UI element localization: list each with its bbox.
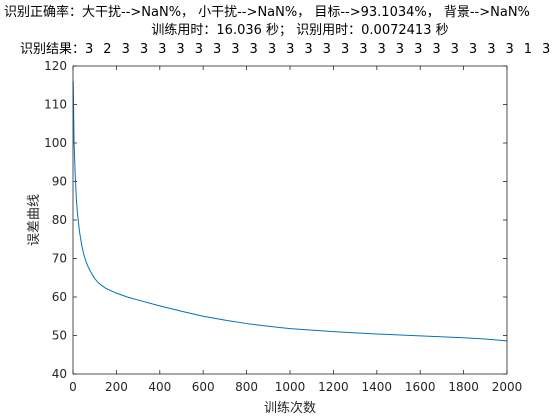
x-tick-label: 1000 [275, 380, 306, 394]
x-tick-label: 0 [69, 380, 77, 394]
tick-labels: 0 200 400 600 800 1000 1200 1400 1600 1800 2000 40 5… [44, 59, 522, 394]
plot-area-frame [72, 65, 508, 375]
series-group [72, 81, 508, 342]
series-line-0 [72, 81, 508, 342]
result-value: 3 [249, 42, 258, 57]
x-tick-label: 1800 [448, 380, 479, 394]
chart-title-results: 识别结果：3233333333333333333333331333 [20, 41, 560, 58]
result-value: 3 [487, 42, 496, 57]
y-tick-label: 80 [52, 213, 67, 227]
result-value: 3 [231, 42, 240, 57]
y-tick-label: 120 [44, 59, 67, 73]
y-tick-label: 70 [52, 252, 67, 266]
chart-title-accuracy: 识别正确率：大干扰-->NaN%， 小干扰-->NaN%， 目标-->93.10… [4, 5, 530, 20]
result-value: 3 [340, 42, 350, 57]
result-value: 3 [304, 42, 313, 57]
result-value: 2 [103, 42, 112, 57]
y-tick-label: 50 [52, 329, 67, 343]
x-tick-label: 1600 [405, 380, 436, 394]
result-value: 3 [212, 42, 222, 57]
results-label: 识别结果： [20, 42, 86, 57]
result-value: 3 [194, 42, 203, 57]
result-value: 3 [542, 42, 551, 57]
result-value: 3 [505, 42, 514, 57]
axis-ticks [72, 65, 508, 375]
result-value: 3 [414, 42, 423, 57]
result-value: 3 [322, 42, 331, 57]
results-list: 3233333333333333333333331333 [85, 42, 560, 57]
y-axis-label: 误差曲线 [27, 194, 42, 246]
y-tick-label: 100 [44, 136, 67, 150]
result-value: 3 [432, 42, 441, 57]
x-tick-label: 2000 [492, 380, 523, 394]
result-value: 3 [176, 42, 185, 57]
y-tick-label: 60 [52, 290, 67, 304]
result-value: 3 [139, 42, 149, 57]
result-value: 3 [121, 42, 130, 57]
result-value: 3 [395, 42, 405, 57]
x-tick-label: 600 [192, 380, 215, 394]
result-value: 3 [377, 42, 386, 57]
x-tick-label: 200 [105, 380, 128, 394]
result-value: 1 [523, 42, 533, 57]
result-value: 3 [267, 42, 277, 57]
x-tick-label: 1400 [362, 380, 393, 394]
x-axis-label: 训练次数 [264, 400, 316, 416]
x-tick-label: 1200 [318, 380, 349, 394]
x-tick-label: 400 [148, 380, 171, 394]
result-value: 3 [450, 42, 459, 57]
result-value: 3 [359, 42, 368, 57]
result-value: 3 [85, 42, 94, 57]
chart-title-timing: 训练用时：16.036 秒； 识别用时：0.0072413 秒 [151, 23, 449, 38]
x-tick-label: 800 [235, 380, 258, 394]
y-tick-label: 110 [44, 98, 67, 112]
y-tick-label: 90 [52, 175, 67, 189]
result-value: 3 [468, 42, 478, 57]
y-tick-label: 40 [52, 367, 67, 381]
result-value: 3 [286, 42, 295, 57]
result-value: 3 [158, 42, 167, 57]
